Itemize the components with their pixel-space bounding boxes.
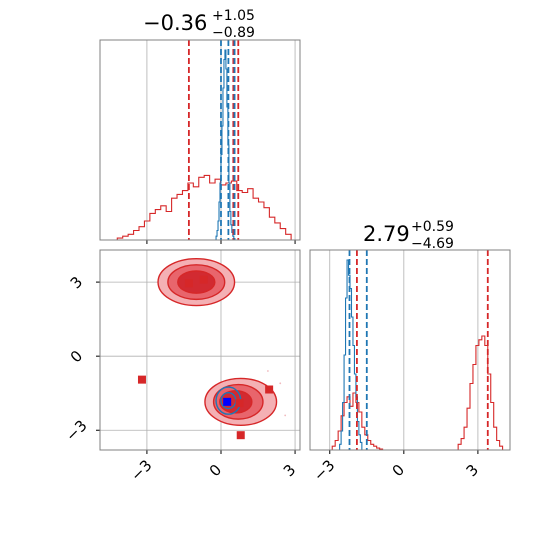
y-tick-label-param2: 3 — [67, 273, 86, 292]
histogram-param2-panel — [309, 249, 511, 454]
scatter-2d-panel — [96, 249, 301, 454]
title-param2: 2.79 +0.59 −4.69 — [363, 219, 454, 252]
marker-red-square — [184, 279, 193, 288]
title-param2-median: 2.79 — [363, 222, 410, 246]
histogram-param1-panel — [99, 39, 301, 244]
x-tick-label-param1: 3 — [280, 461, 299, 480]
title-param1-upper: +1.05 — [212, 8, 255, 24]
histogram-param2-frame — [309, 249, 511, 451]
scatter-sample-point — [267, 370, 269, 372]
histogram-blue-series — [339, 259, 363, 450]
histogram-param1-frame — [99, 39, 301, 241]
x-tick-label-param1: 0 — [206, 461, 225, 480]
marker-red-square — [265, 385, 274, 394]
x-tick-label-param2: −3 — [310, 456, 338, 484]
x-tick-label-param1: −3 — [127, 456, 155, 484]
histogram-blue-series — [215, 49, 235, 240]
marker-red-square — [199, 275, 208, 284]
title-param1-lower: −0.89 — [212, 25, 255, 41]
scatter-sample-point — [284, 414, 287, 417]
x-tick-label-param2: 3 — [463, 461, 482, 480]
y-tick-label-param2: −3 — [62, 417, 90, 445]
scatter-2d-frame — [99, 249, 301, 451]
scatter-sample-point — [279, 382, 282, 385]
histogram-red-series-peak2 — [457, 335, 504, 450]
contour-red — [177, 270, 216, 294]
x-tick-label-param2: 0 — [389, 461, 408, 480]
y-tick-label-param2: 0 — [67, 347, 86, 366]
marker-red-square — [235, 399, 244, 408]
title-param2-upper: +0.59 — [411, 219, 454, 235]
marker-red-square — [137, 375, 146, 384]
title-param1-median: −0.36 — [143, 11, 207, 35]
title-param2-lower: −4.69 — [411, 236, 454, 252]
marker-blue-square — [223, 397, 232, 406]
histogram-red-series — [116, 174, 292, 240]
title-param1: −0.36 +1.05 −0.89 — [143, 8, 255, 41]
marker-red-square — [236, 431, 245, 440]
